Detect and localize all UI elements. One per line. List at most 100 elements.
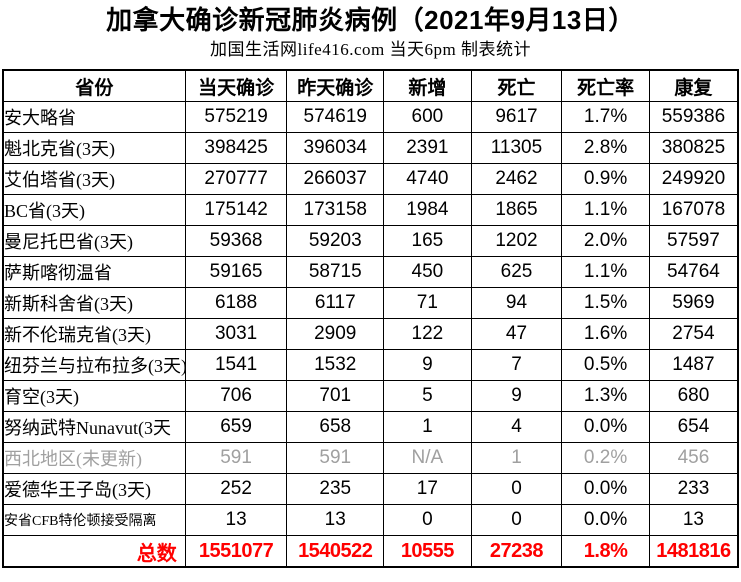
cell-province: 西北地区(未更新) (2, 442, 186, 474)
cell-deaths: 0 (470, 504, 563, 536)
cell-yesterday: 58715 (286, 256, 385, 288)
cell-recovered: 456 (648, 442, 739, 474)
cell-death-rate: 0.0% (561, 411, 650, 443)
cell-yesterday: 658 (286, 411, 385, 443)
column-header-deaths: 死亡 (470, 69, 563, 102)
cell-deaths: 1202 (470, 225, 563, 257)
cell-today: 6188 (184, 287, 288, 319)
cell-new: 2391 (383, 132, 472, 164)
cell-deaths: 1 (470, 442, 563, 474)
column-header-recovered: 康复 (648, 69, 739, 102)
table-row: 安省CFB特伦顿接受隔离 13 13 0 0 0.0% 13 (2, 504, 739, 536)
cell-today: 270777 (184, 163, 288, 195)
cell-recovered: 57597 (648, 225, 739, 257)
cell-new: 1 (383, 411, 472, 443)
cell-today: 13 (184, 504, 288, 536)
cell-death-rate: 1.5% (561, 287, 650, 319)
cell-new: 9 (383, 349, 472, 381)
cell-death-rate: 0.5% (561, 349, 650, 381)
total-death-rate: 1.8% (561, 535, 650, 568)
cell-yesterday: 574619 (286, 101, 385, 133)
cell-deaths: 11305 (470, 132, 563, 164)
table-row: 曼尼托巴省(3天) 59368 59203 165 1202 2.0% 57597 (2, 225, 739, 257)
cell-death-rate: 1.1% (561, 256, 650, 288)
total-deaths: 27238 (470, 535, 563, 568)
cell-province: 曼尼托巴省(3天) (2, 225, 186, 257)
cell-recovered: 680 (648, 380, 739, 412)
cell-province: 爱德华王子岛(3天) (2, 473, 186, 505)
cell-death-rate: 2.8% (561, 132, 650, 164)
page-subtitle: 加国生活网life416.com 当天6pm 制表统计 (210, 40, 531, 59)
covid-cases-table: 省份 当天确诊 昨天确诊 新增 死亡 死亡率 康复 安大略省 575219 5746… (2, 69, 739, 568)
cell-yesterday: 6117 (286, 287, 385, 319)
cell-yesterday: 13 (286, 504, 385, 536)
cell-new: 1984 (383, 194, 472, 226)
cell-today: 575219 (184, 101, 288, 133)
cell-new: 600 (383, 101, 472, 133)
cell-deaths: 625 (470, 256, 563, 288)
cell-deaths: 7 (470, 349, 563, 381)
cell-new: 122 (383, 318, 472, 350)
cell-yesterday: 1532 (286, 349, 385, 381)
cell-today: 398425 (184, 132, 288, 164)
table-body: 安大略省 575219 574619 600 9617 1.7% 559386 魁北克省(3天… (2, 101, 739, 536)
cell-new: 71 (383, 287, 472, 319)
cell-death-rate: 1.6% (561, 318, 650, 350)
cell-yesterday: 59203 (286, 225, 385, 257)
table-row: 爱德华王子岛(3天) 252 235 17 0 0.0% 233 (2, 473, 739, 505)
cell-recovered: 249920 (648, 163, 739, 195)
cell-death-rate: 0.9% (561, 163, 650, 195)
cell-deaths: 4 (470, 411, 563, 443)
cell-recovered: 5969 (648, 287, 739, 319)
cell-deaths: 47 (470, 318, 563, 350)
table-row: 西北地区(未更新) 591 591 N/A 1 0.2% 456 (2, 442, 739, 474)
cell-deaths: 9 (470, 380, 563, 412)
cell-today: 706 (184, 380, 288, 412)
total-new: 10555 (383, 535, 472, 568)
cell-province: 新斯科舍省(3天) (2, 287, 186, 319)
table-row: 新斯科舍省(3天) 6188 6117 71 94 1.5% 5969 (2, 287, 739, 319)
cell-recovered: 233 (648, 473, 739, 505)
cell-death-rate: 1.7% (561, 101, 650, 133)
cell-death-rate: 0.0% (561, 473, 650, 505)
cell-province: 新不伦瑞克省(3天) (2, 318, 186, 350)
table-row: 萨斯喀彻温省 59165 58715 450 625 1.1% 54764 (2, 256, 739, 288)
cell-recovered: 559386 (648, 101, 739, 133)
cell-province: 努纳武特Nunavut(3天 (2, 411, 186, 443)
table-row: 新不伦瑞克省(3天) 3031 2909 122 47 1.6% 2754 (2, 318, 739, 350)
cell-deaths: 94 (470, 287, 563, 319)
table-header-row: 省份 当天确诊 昨天确诊 新增 死亡 死亡率 康复 (2, 69, 739, 102)
cell-yesterday: 701 (286, 380, 385, 412)
total-label: 总数 (2, 535, 186, 568)
cell-deaths: 2462 (470, 163, 563, 195)
cell-recovered: 54764 (648, 256, 739, 288)
table-row: 艾伯塔省(3天) 270777 266037 4740 2462 0.9% 249920 (2, 163, 739, 195)
cell-today: 659 (184, 411, 288, 443)
cell-province: 安省CFB特伦顿接受隔离 (2, 504, 186, 536)
cell-death-rate: 1.3% (561, 380, 650, 412)
cell-province: 魁北克省(3天) (2, 132, 186, 164)
column-header-yesterday: 昨天确诊 (286, 69, 385, 102)
cell-today: 252 (184, 473, 288, 505)
cell-today: 59368 (184, 225, 288, 257)
cell-new: 5 (383, 380, 472, 412)
total-yesterday: 1540522 (286, 535, 385, 568)
cell-today: 3031 (184, 318, 288, 350)
cell-new: N/A (383, 442, 472, 474)
cell-today: 1541 (184, 349, 288, 381)
cell-yesterday: 2909 (286, 318, 385, 350)
cell-province: 萨斯喀彻温省 (2, 256, 186, 288)
column-header-today: 当天确诊 (184, 69, 288, 102)
table-row: 努纳武特Nunavut(3天 659 658 1 4 0.0% 654 (2, 411, 739, 443)
cell-province: 纽芬兰与拉布拉多(3天) (2, 349, 186, 381)
cell-death-rate: 0.0% (561, 504, 650, 536)
cell-deaths: 1865 (470, 194, 563, 226)
cell-recovered: 1487 (648, 349, 739, 381)
cell-province: 艾伯塔省(3天) (2, 163, 186, 195)
cell-province: BC省(3天) (2, 194, 186, 226)
cell-recovered: 13 (648, 504, 739, 536)
cell-new: 4740 (383, 163, 472, 195)
cell-new: 165 (383, 225, 472, 257)
page-title: 加拿大确诊新冠肺炎病例（2021年9月13日） (106, 5, 635, 35)
cell-death-rate: 1.1% (561, 194, 650, 226)
